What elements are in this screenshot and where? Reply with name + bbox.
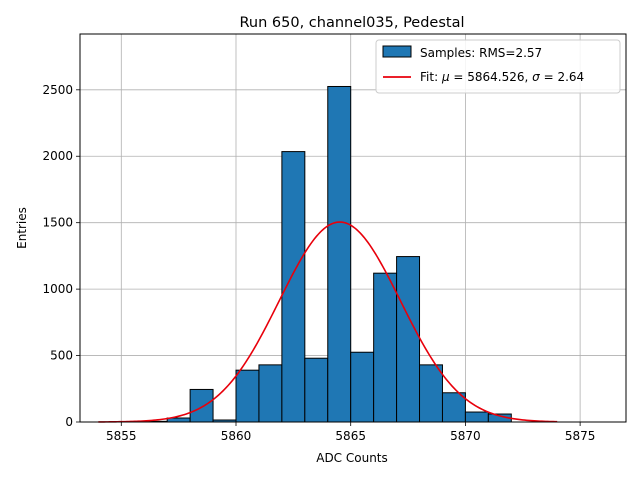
legend-swatch-samples: [382, 45, 412, 58]
y-tick-label: 2500: [42, 83, 73, 97]
y-tick-label: 1000: [42, 282, 73, 296]
histogram-bar: [258, 364, 283, 423]
histogram-bar: [350, 351, 375, 423]
legend-label-fit: Fit: μ = 5864.526, σ = 2.64: [420, 70, 584, 84]
histogram-bar: [464, 411, 489, 423]
x-tick-label: 5875: [565, 429, 596, 443]
y-tick-label: 0: [65, 415, 73, 429]
histogram-bar: [441, 392, 466, 423]
legend: Samples: RMS=2.57 Fit: μ = 5864.526, σ =…: [375, 39, 621, 94]
x-tick-label: 5870: [450, 429, 481, 443]
histogram-bar: [419, 364, 443, 423]
gaussian-fit-curve: [98, 221, 558, 423]
histogram-bar: [373, 272, 398, 423]
y-axis-ticks: 0 500 1000 1500 2000 2500: [42, 83, 80, 429]
histogram-bars: [143, 85, 512, 423]
y-tick-label: 1500: [42, 216, 73, 230]
histogram-bar: [327, 85, 352, 423]
legend-box: [375, 39, 621, 94]
y-axis-label: Entries: [15, 207, 29, 249]
y-tick-label: 500: [50, 349, 73, 363]
x-axis-ticks: 5855 5860 5865 5870 5875: [106, 422, 595, 443]
x-tick-label: 5865: [335, 429, 366, 443]
x-axis-label: ADC Counts: [316, 451, 388, 465]
fit-curve-layer: [98, 221, 558, 423]
histogram-bar: [189, 388, 214, 423]
legend-label-samples: Samples: RMS=2.57: [420, 46, 542, 60]
histogram-bar: [235, 369, 260, 423]
y-tick-label: 2000: [42, 149, 73, 163]
x-tick-label: 5860: [221, 429, 252, 443]
histogram-bar: [281, 151, 306, 423]
chart-title: Run 650, channel035, Pedestal: [239, 15, 464, 31]
plot-frame: [79, 33, 627, 423]
histogram-bar: [396, 256, 421, 423]
x-tick-label: 5855: [106, 429, 137, 443]
histogram-bar: [304, 357, 329, 423]
